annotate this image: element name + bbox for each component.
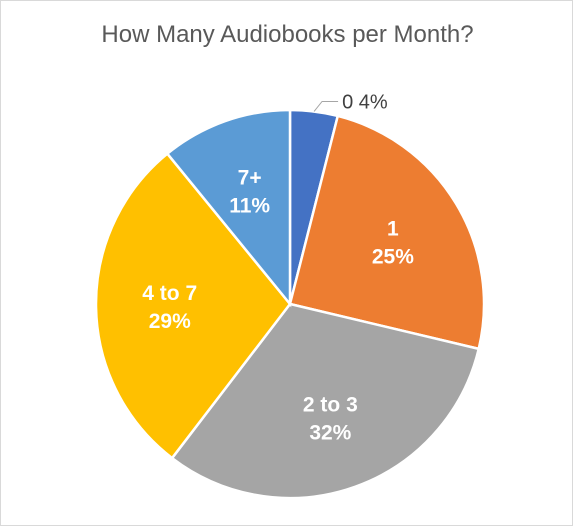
slice-percent-label: 11% <box>229 195 270 218</box>
slice-label: 7+ <box>238 167 262 190</box>
pie-slice-4-to-7 <box>94 151 292 460</box>
pie-slice-1 <box>288 114 486 351</box>
slice-label: 2 to 3 <box>303 393 358 416</box>
slice-label: 4 to 7 <box>142 282 197 305</box>
pie-slice-7 <box>165 108 292 308</box>
chart-title: How Many Audiobooks per Month? <box>101 21 474 48</box>
slice-percent-label: 25% <box>372 246 414 269</box>
slice-percent-label: 32% <box>309 421 351 444</box>
leader-line <box>313 100 339 112</box>
slice-label: 1 <box>387 218 399 241</box>
pie-slice-2-to-3 <box>170 302 481 500</box>
slice-outside-label: 0 4% <box>342 91 388 113</box>
slice-percent-label: 29% <box>149 310 191 333</box>
